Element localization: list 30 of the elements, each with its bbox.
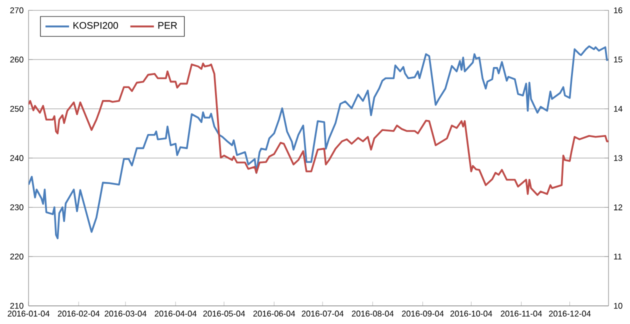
y2-tick-label: 10 xyxy=(614,302,622,309)
legend-label: PER xyxy=(158,22,177,29)
x-tick-label: 2016-12-04 xyxy=(548,310,591,317)
y2-tick-label: 13 xyxy=(614,155,622,162)
x-tick-label: 2016-08-04 xyxy=(352,310,394,317)
x-tick-label: 2016-02-04 xyxy=(58,310,100,317)
x-tick-label: 2016-09-04 xyxy=(402,310,444,317)
x-tick-label: 2016-04-04 xyxy=(154,310,197,317)
x-tick-label: 2016-06-04 xyxy=(253,310,296,317)
x-tick-label: 2016-07-04 xyxy=(302,310,344,317)
y-tick-label: 220 xyxy=(10,254,24,260)
y-tick-label: 260 xyxy=(10,56,24,63)
y2-tick-label: 16 xyxy=(614,7,622,14)
legend-label: KOSPI200 xyxy=(74,22,118,29)
y2-tick-label: 15 xyxy=(614,56,622,62)
x-tick-label: 2016-05-04 xyxy=(203,310,245,317)
y-tick-label: 210 xyxy=(10,302,24,309)
y-tick-label: 230 xyxy=(10,204,24,210)
y2-tick-label: 12 xyxy=(614,204,622,210)
x-tick-label: 2016-10-04 xyxy=(450,310,492,317)
x-tick-label: 2016-03-04 xyxy=(104,310,146,317)
y2-tick-label: 14 xyxy=(614,106,622,112)
x-tick-label: 2016-11-04 xyxy=(500,310,542,317)
y-tick-label: 250 xyxy=(10,106,24,112)
y-tick-label: 240 xyxy=(10,155,24,162)
y-tick-label: 270 xyxy=(10,7,24,14)
line-series xyxy=(28,45,609,240)
x-tick-label: 2016-01-04 xyxy=(8,310,50,317)
line-series xyxy=(28,62,609,196)
y2-tick-label: 11 xyxy=(614,254,622,260)
